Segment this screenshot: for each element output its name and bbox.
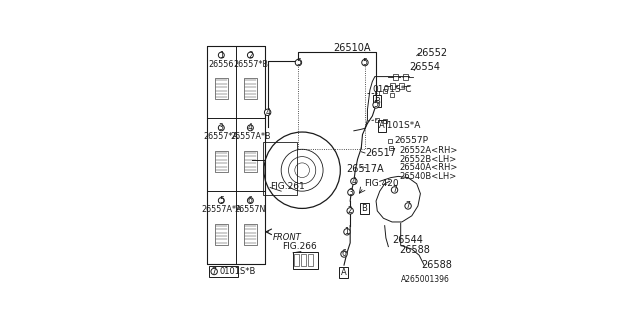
Text: B: B <box>362 204 367 213</box>
Text: 26517A: 26517A <box>346 164 384 174</box>
Circle shape <box>362 59 368 66</box>
Circle shape <box>341 251 348 257</box>
Text: A265001396: A265001396 <box>401 275 449 284</box>
Text: 7: 7 <box>392 185 397 195</box>
Text: 26557P: 26557P <box>394 136 429 145</box>
Text: 26544: 26544 <box>392 236 423 245</box>
Circle shape <box>405 203 412 209</box>
Text: 4: 4 <box>351 177 356 186</box>
Circle shape <box>348 189 354 196</box>
Bar <box>214 78 228 100</box>
Circle shape <box>373 102 380 108</box>
Text: 1: 1 <box>219 51 224 60</box>
Circle shape <box>347 208 353 214</box>
Text: B: B <box>374 97 380 106</box>
Circle shape <box>264 109 271 116</box>
Bar <box>375 91 380 95</box>
Text: 2: 2 <box>248 51 253 60</box>
Bar <box>375 118 380 122</box>
Circle shape <box>218 125 224 131</box>
Bar <box>383 119 387 123</box>
Bar <box>389 146 393 150</box>
Bar <box>244 78 257 100</box>
Text: 26540A<RH>: 26540A<RH> <box>399 163 458 172</box>
Text: FIG.420: FIG.420 <box>364 179 399 188</box>
Bar <box>308 254 313 266</box>
Circle shape <box>344 228 350 235</box>
Bar <box>209 266 237 277</box>
Text: 26557N: 26557N <box>235 205 266 214</box>
Circle shape <box>248 197 253 204</box>
Text: 5: 5 <box>362 58 367 67</box>
Circle shape <box>218 52 224 58</box>
Bar <box>301 254 306 266</box>
Text: 7: 7 <box>212 267 216 276</box>
Text: A: A <box>379 121 385 130</box>
Text: 26517: 26517 <box>365 148 396 158</box>
Bar <box>390 93 394 97</box>
Bar <box>399 84 404 89</box>
Text: 26552B<LH>: 26552B<LH> <box>399 155 457 164</box>
Bar <box>214 151 228 172</box>
Circle shape <box>211 268 218 275</box>
Text: 26540B<LH>: 26540B<LH> <box>399 172 457 181</box>
Text: 26588: 26588 <box>399 245 430 255</box>
Bar <box>390 84 394 89</box>
Bar <box>244 224 257 245</box>
Bar <box>388 139 392 143</box>
Text: 0101S*C: 0101S*C <box>372 85 412 94</box>
Text: 0101S*A: 0101S*A <box>381 121 421 130</box>
Text: 6: 6 <box>248 196 253 205</box>
Text: 26588: 26588 <box>422 260 452 270</box>
Text: FIG.266: FIG.266 <box>282 242 317 251</box>
Text: FIG.261: FIG.261 <box>270 182 305 191</box>
Text: 26557A*B: 26557A*B <box>230 132 271 141</box>
Text: 7: 7 <box>406 202 410 211</box>
Text: 5: 5 <box>374 100 378 109</box>
Text: 3: 3 <box>348 188 353 197</box>
Circle shape <box>391 187 397 193</box>
Text: 5: 5 <box>296 58 301 67</box>
Text: 5: 5 <box>219 196 224 205</box>
Text: 2: 2 <box>348 206 353 215</box>
Text: 26552A<RH>: 26552A<RH> <box>399 146 458 155</box>
Bar <box>244 151 257 172</box>
Bar <box>293 252 317 269</box>
Circle shape <box>248 52 253 58</box>
Text: 6: 6 <box>342 250 346 259</box>
Circle shape <box>218 197 224 204</box>
Text: 26554: 26554 <box>410 62 440 72</box>
Bar <box>207 46 265 264</box>
Text: 4: 4 <box>265 108 270 117</box>
Bar <box>394 74 398 80</box>
Text: 26510A: 26510A <box>333 43 371 53</box>
Bar <box>294 254 299 266</box>
Text: 1: 1 <box>344 227 349 236</box>
Circle shape <box>351 178 357 185</box>
Bar <box>262 142 297 195</box>
Bar <box>383 89 387 93</box>
Bar <box>403 74 408 80</box>
Text: 26557*A: 26557*A <box>204 132 239 141</box>
Text: 0101S*B: 0101S*B <box>219 267 255 276</box>
Text: 26557*B: 26557*B <box>233 60 268 69</box>
Text: 26552: 26552 <box>416 48 447 58</box>
Circle shape <box>248 125 253 131</box>
Text: A: A <box>340 268 346 277</box>
Text: FRONT: FRONT <box>273 234 301 243</box>
Text: 4: 4 <box>248 123 253 132</box>
Text: 26556: 26556 <box>209 60 234 69</box>
Bar <box>214 224 228 245</box>
Text: 26557A*A: 26557A*A <box>201 205 241 214</box>
Text: 3: 3 <box>219 123 224 132</box>
Circle shape <box>295 59 301 66</box>
